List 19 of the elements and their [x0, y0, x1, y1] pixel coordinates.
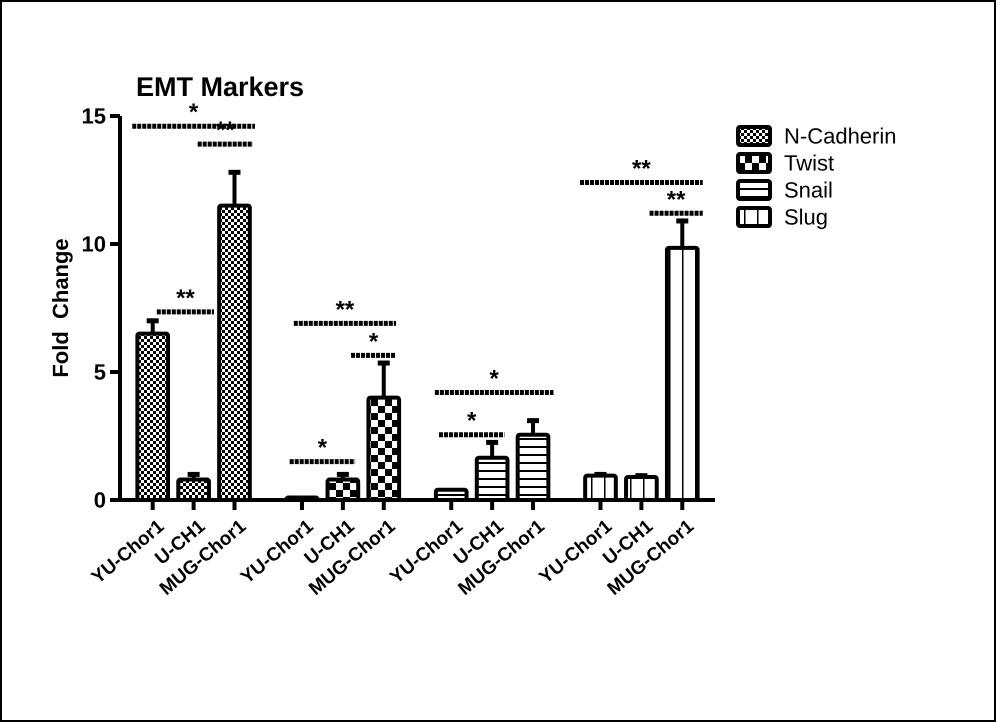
annotation: * — [368, 328, 379, 356]
annotation: ** — [336, 296, 355, 324]
annotation: ** — [666, 186, 686, 214]
annotation: * — [467, 408, 478, 435]
legend-label: Slug — [784, 204, 828, 230]
y-tick-label: 0 — [94, 488, 106, 513]
legend-label: Snail — [784, 178, 833, 203]
chart-title: EMT Markers — [136, 72, 304, 102]
y-tick-label: 15 — [82, 104, 106, 129]
legend-label: N-Cadherin — [784, 124, 896, 149]
legend-label: Twist — [784, 150, 834, 176]
annotation: ** — [632, 156, 652, 183]
y-axis-title: Fold Change — [48, 238, 73, 378]
annotation: * — [490, 365, 500, 392]
annotation: * — [318, 434, 328, 462]
annotation: ** — [176, 284, 196, 312]
annotation: * — [188, 99, 199, 126]
y-tick-label: 10 — [82, 232, 106, 257]
y-tick-label: 5 — [94, 360, 106, 385]
